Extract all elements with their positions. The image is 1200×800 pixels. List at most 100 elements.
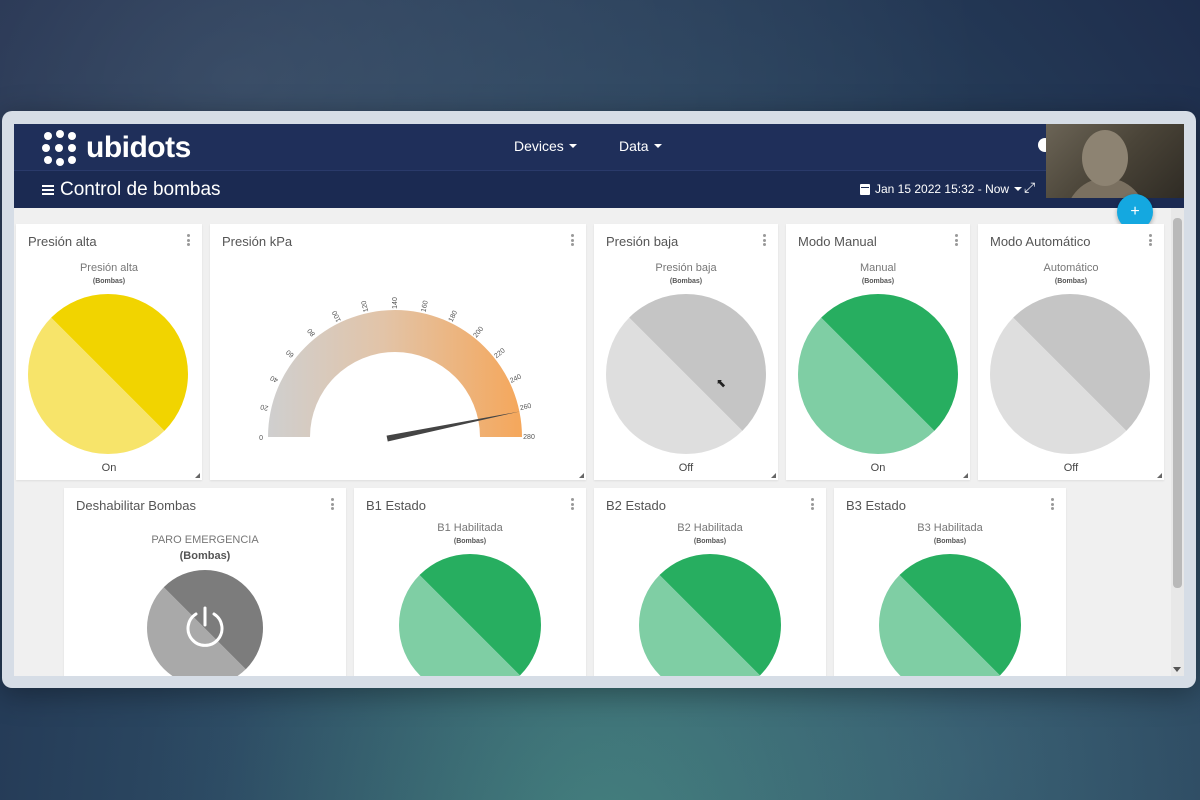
logo-text: ubidots bbox=[86, 131, 191, 164]
widget-title: B3 Estado bbox=[846, 498, 906, 513]
widget-b3-estado[interactable]: B3 Estado B3 Habilitada (Bombas) bbox=[834, 488, 1066, 676]
dashboard-screen: ubidots Devices Data Control de bombas J… bbox=[14, 124, 1184, 676]
indicator-off-gray bbox=[990, 294, 1150, 454]
more-options-icon[interactable] bbox=[571, 234, 574, 246]
gauge-tick-label: 60 bbox=[285, 348, 296, 358]
indicator-device: (Bombas) bbox=[933, 538, 967, 545]
chevron-down-icon bbox=[568, 144, 577, 148]
gauge-tick-label: 120 bbox=[361, 300, 370, 313]
resize-handle-icon[interactable] bbox=[1157, 473, 1162, 478]
more-options-icon[interactable] bbox=[811, 498, 814, 510]
indicator-state: On bbox=[870, 462, 886, 474]
gauge-tick-label: 280 bbox=[523, 434, 535, 441]
top-navbar: ubidots Devices Data bbox=[14, 124, 1184, 170]
resize-handle-icon[interactable] bbox=[963, 473, 968, 478]
widget-title: Deshabilitar Bombas bbox=[76, 498, 196, 513]
indicator-state: Off bbox=[678, 462, 694, 474]
gauge-tick-label: 200 bbox=[472, 326, 485, 340]
gauge-tick-label: 80 bbox=[306, 327, 316, 338]
gauge-tick-label: 0 bbox=[259, 433, 263, 440]
scrollbar-thumb[interactable] bbox=[1173, 218, 1182, 588]
indicator-label: Presión alta bbox=[79, 262, 139, 274]
gauge-tick-label: 160 bbox=[420, 300, 429, 313]
widget-modo-automatico[interactable]: Modo Automático Automático (Bombas) Off bbox=[978, 224, 1164, 480]
more-options-icon[interactable] bbox=[187, 234, 190, 246]
mouse-cursor-icon: ⬉ bbox=[716, 376, 727, 390]
switch-device: (Bombas) bbox=[179, 550, 231, 562]
widget-title: Modo Manual bbox=[798, 234, 877, 249]
gauge-tick-label: 100 bbox=[331, 309, 342, 323]
widget-title: Presión alta bbox=[28, 234, 97, 249]
more-options-icon[interactable] bbox=[571, 498, 574, 510]
nav-data-label: Data bbox=[619, 138, 649, 154]
indicator-device: (Bombas) bbox=[669, 278, 703, 285]
gauge-tick-label: 20 bbox=[260, 403, 269, 412]
more-options-icon[interactable] bbox=[955, 234, 958, 246]
hamburger-menu-icon[interactable] bbox=[42, 185, 54, 195]
scroll-down-arrow-icon[interactable] bbox=[1173, 667, 1181, 672]
resize-handle-icon[interactable] bbox=[195, 473, 200, 478]
date-range-picker[interactable]: Jan 15 2022 15:32 - Now bbox=[860, 182, 1023, 196]
widget-presion-alta[interactable]: Presión alta Presión alta (Bombas) On bbox=[16, 224, 202, 480]
widget-b2-estado[interactable]: B2 Estado B2 Habilitada (Bombas) bbox=[594, 488, 826, 676]
widget-b1-estado[interactable]: B1 Estado B1 Habilitada (Bombas) bbox=[354, 488, 586, 676]
power-icon bbox=[186, 606, 224, 647]
indicator-label: B2 Habilitada bbox=[677, 522, 743, 534]
more-options-icon[interactable] bbox=[1149, 234, 1152, 246]
dashboard-title: Control de bombas bbox=[60, 179, 221, 200]
gauge-tick-label: 40 bbox=[269, 374, 279, 384]
resize-handle-icon[interactable] bbox=[771, 473, 776, 478]
date-range-text: Jan 15 2022 15:32 - Now bbox=[875, 182, 1010, 196]
resize-handle-icon[interactable] bbox=[579, 473, 584, 478]
indicator-on-yellow bbox=[28, 294, 188, 454]
indicator-device: (Bombas) bbox=[453, 538, 487, 545]
switch-label: PARO EMERGENCIA bbox=[151, 534, 259, 546]
nav-data-menu[interactable]: Data bbox=[619, 138, 662, 154]
nav-devices-menu[interactable]: Devices bbox=[514, 138, 577, 154]
indicator-label: Automático bbox=[1043, 262, 1099, 274]
indicator-off-gray bbox=[606, 294, 766, 454]
indicator-label: B1 Habilitada bbox=[437, 522, 503, 534]
indicator-device: (Bombas) bbox=[693, 538, 727, 545]
chevron-down-icon bbox=[1014, 187, 1023, 191]
indicator-label: B3 Habilitada bbox=[917, 522, 983, 534]
vertical-scrollbar[interactable] bbox=[1171, 208, 1184, 676]
more-options-icon[interactable] bbox=[331, 498, 334, 510]
more-options-icon[interactable] bbox=[763, 234, 766, 246]
indicator-on-green bbox=[639, 554, 781, 676]
widget-title: B1 Estado bbox=[366, 498, 426, 513]
ubidots-logo[interactable]: ubidots bbox=[42, 130, 191, 166]
widget-presion-kpa[interactable]: Presión kPa 0 20 40 60 80 100 120 140 160 180 200 2… bbox=[210, 224, 586, 480]
widget-modo-manual[interactable]: Modo Manual Manual (Bombas) On bbox=[786, 224, 970, 480]
indicator-label: Manual bbox=[859, 262, 897, 274]
indicator-on-green bbox=[399, 554, 541, 676]
logo-dots-icon bbox=[42, 130, 78, 166]
indicator-state: Off bbox=[1063, 462, 1079, 474]
dashboard-titlebar: Control de bombas Jan 15 2022 15:32 - No… bbox=[14, 170, 1184, 208]
widget-presion-baja[interactable]: Presión baja Presión baja (Bombas) ⬉ Off bbox=[594, 224, 778, 480]
widget-deshabilitar-bombas[interactable]: Deshabilitar Bombas PARO EMERGENCIA (Bom… bbox=[64, 488, 346, 676]
widget-title: Presión baja bbox=[606, 234, 679, 249]
gauge-tick-label: 260 bbox=[519, 403, 532, 412]
calendar-icon bbox=[860, 183, 870, 195]
indicator-state: On bbox=[101, 462, 117, 474]
fullscreen-icon[interactable]: ⤢ bbox=[1024, 179, 1036, 195]
gauge-tick-label: 180 bbox=[448, 310, 459, 324]
indicator-on-green bbox=[798, 294, 958, 454]
widget-title: Modo Automático bbox=[990, 234, 1091, 249]
gauge-chart: 0 20 40 60 80 100 120 140 160 180 200 220 240 260 280 bbox=[259, 297, 535, 442]
gauge-arc bbox=[268, 310, 522, 437]
more-options-icon[interactable] bbox=[1051, 498, 1054, 510]
webcam-overlay bbox=[1046, 124, 1184, 198]
gauge-tick-label: 240 bbox=[509, 373, 523, 384]
indicator-device: (Bombas) bbox=[1054, 278, 1088, 285]
nav-devices-label: Devices bbox=[514, 138, 564, 154]
gauge-needle bbox=[386, 411, 521, 442]
indicator-device: (Bombas) bbox=[92, 278, 126, 285]
widget-title: Presión kPa bbox=[222, 234, 293, 249]
chevron-down-icon bbox=[653, 144, 662, 148]
indicator-device: (Bombas) bbox=[861, 278, 895, 285]
widget-title: B2 Estado bbox=[606, 498, 666, 513]
emergency-stop-switch[interactable] bbox=[147, 570, 263, 676]
gauge-tick-label: 220 bbox=[493, 347, 507, 360]
